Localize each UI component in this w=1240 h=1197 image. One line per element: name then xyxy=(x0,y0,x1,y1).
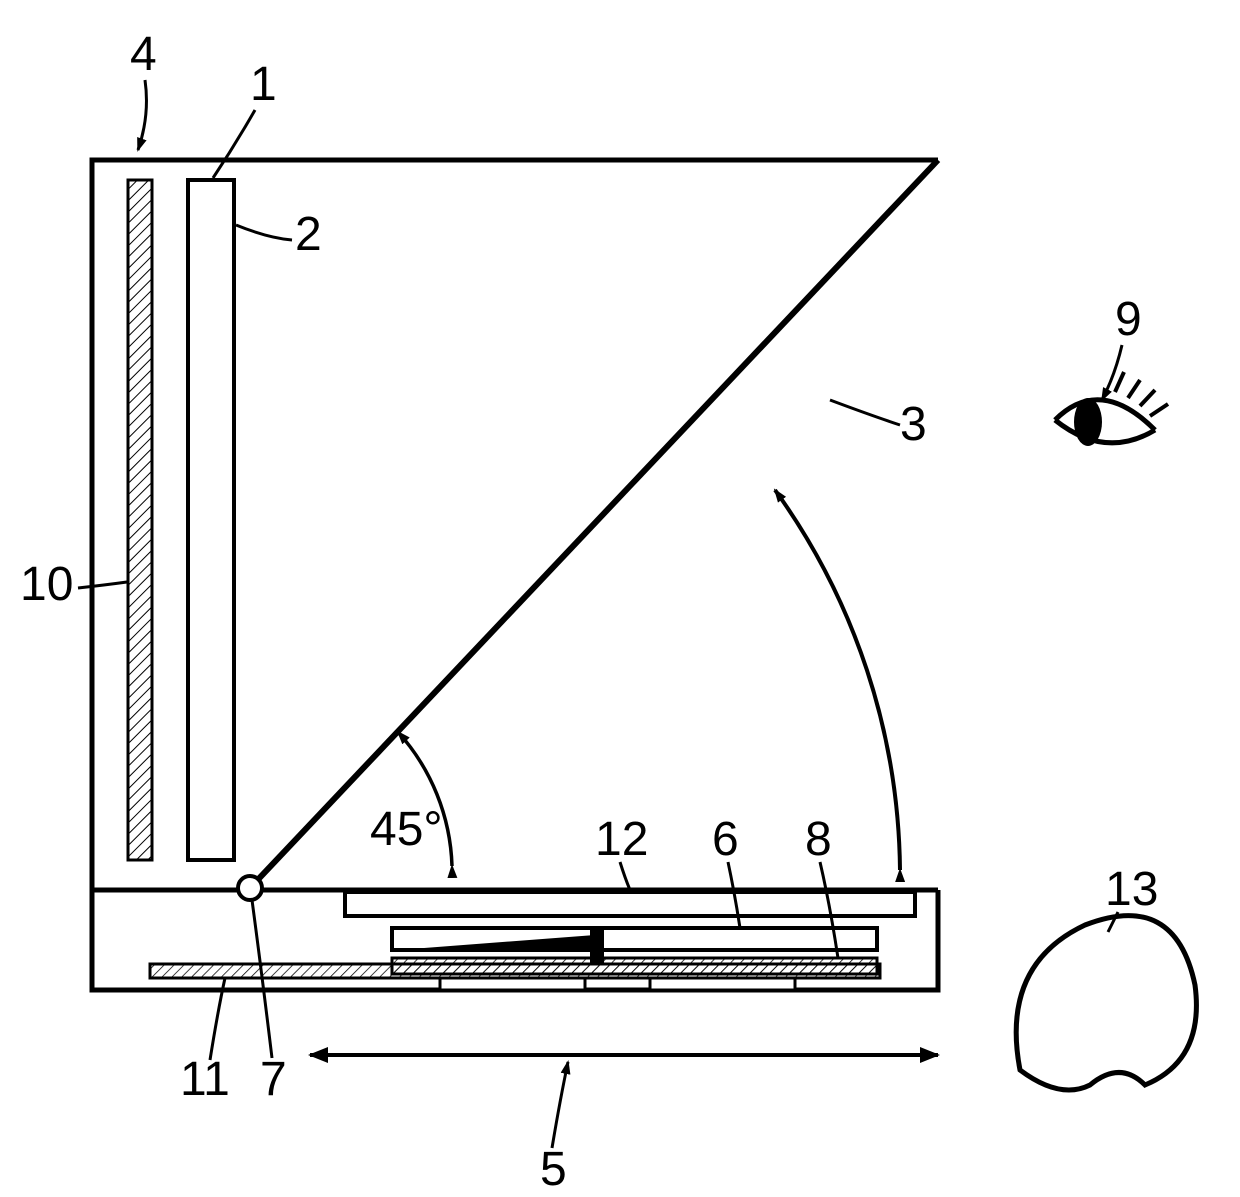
label-12: 12 xyxy=(595,813,648,866)
leader-5 xyxy=(552,1062,568,1148)
label-8: 8 xyxy=(805,813,832,866)
swing-arc xyxy=(775,490,900,870)
leader-3 xyxy=(830,400,900,425)
label-13: 13 xyxy=(1105,863,1158,916)
eye-icon xyxy=(1055,372,1168,446)
label-11: 11 xyxy=(180,1053,230,1106)
label-3: 3 xyxy=(900,398,927,451)
label-2: 2 xyxy=(295,208,322,261)
label-5: 5 xyxy=(540,1143,567,1196)
leader-9 xyxy=(1102,345,1122,400)
label-6: 6 xyxy=(712,813,739,866)
backlight-panel-10 xyxy=(128,180,152,860)
label-4: 4 xyxy=(130,28,157,81)
leader-12 xyxy=(620,862,630,890)
label-9: 9 xyxy=(1115,293,1142,346)
label-angle: 45° xyxy=(370,803,443,856)
patent-diagram: 4 1 2 3 9 10 45° 12 6 8 13 11 7 5 xyxy=(0,0,1240,1197)
blob-13 xyxy=(1016,916,1196,1090)
pivot-7 xyxy=(238,876,262,900)
label-7: 7 xyxy=(260,1053,287,1106)
leader-1 xyxy=(213,110,255,178)
leader-2 xyxy=(236,225,292,240)
display-assembly xyxy=(188,180,234,860)
leader-10 xyxy=(78,582,127,588)
leader-4 xyxy=(138,80,146,150)
label-1: 1 xyxy=(250,58,277,111)
half-mirror-3 xyxy=(250,160,938,888)
label-10: 10 xyxy=(20,558,73,611)
